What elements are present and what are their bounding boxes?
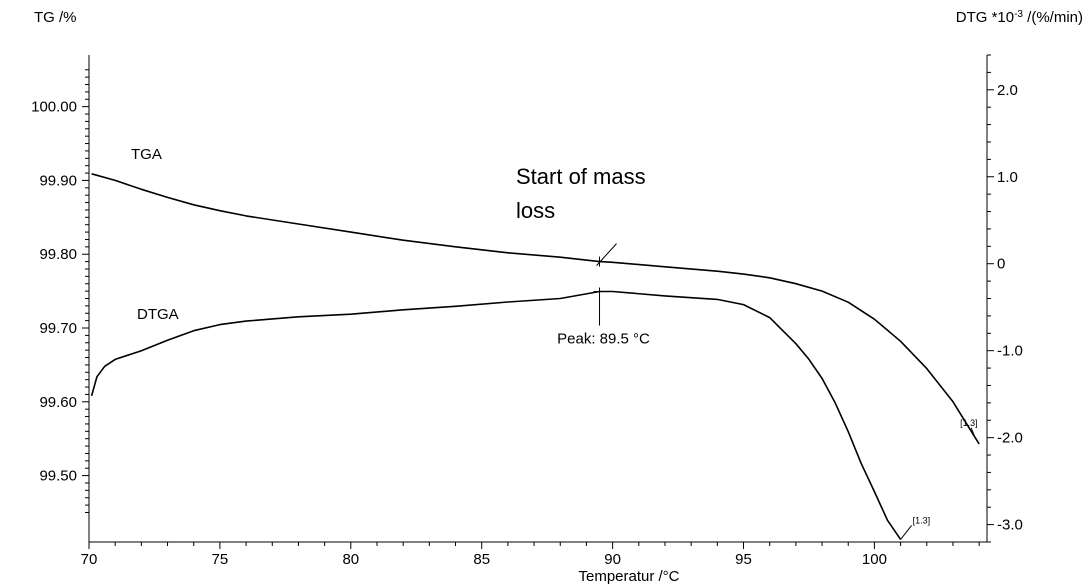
- x-tick-label: 95: [735, 551, 752, 568]
- dtga-end-label: [1.3]: [913, 515, 931, 525]
- y-right-tick-label: 0: [997, 256, 1005, 273]
- series-label-tga: TGA: [131, 146, 162, 163]
- y-axis-left-title: TG /%: [34, 9, 77, 26]
- annotations: TGA DTGA Start of mass loss Peak: 89.5 °C [1.…: [131, 146, 978, 540]
- x-tick-label: 70: [81, 551, 98, 568]
- ticks: 70 75 80 85 90 95 100 100.00 99.90 99.80 99.70 99.6…: [31, 54, 1023, 568]
- y-axis-right-title: DTG *10-3 /(%/min): [956, 9, 1083, 27]
- x-tick-label: 75: [212, 551, 229, 568]
- series-label-dtga: DTGA: [137, 306, 179, 323]
- tga-end-leader: [970, 427, 976, 439]
- y-right-tick-label: 2.0: [997, 82, 1018, 99]
- x-tick-label: 85: [473, 551, 490, 568]
- x-axis-title: Temperatur /°C: [578, 568, 679, 585]
- tga-end-label: [1.3]: [960, 418, 978, 428]
- y-left-tick-label: 99.70: [39, 320, 77, 337]
- series-layer: [90, 173, 980, 540]
- peak-label: Peak: 89.5 °C: [557, 331, 650, 348]
- y-right-tick-label: -1.0: [997, 343, 1023, 360]
- x-tick-label: 80: [342, 551, 359, 568]
- mass-loss-label-line1: Start of mass: [516, 164, 646, 189]
- mass-loss-label-line2: loss: [516, 198, 555, 223]
- x-tick-label: 100: [862, 551, 887, 568]
- x-tick-label: 90: [604, 551, 621, 568]
- y-left-tick-label: 99.80: [39, 246, 77, 263]
- y-left-tick-label: 99.90: [39, 172, 77, 189]
- y-left-tick-label: 99.60: [39, 394, 77, 411]
- series-line-dtga: [90, 290, 902, 540]
- y-right-title-unit: /(%/min): [1023, 9, 1083, 26]
- dtga-end-leader: [900, 525, 912, 540]
- y-right-tick-label: -2.0: [997, 430, 1023, 447]
- y-left-tick-label: 100.00: [31, 99, 77, 116]
- y-right-title-sup: -3: [1014, 9, 1023, 20]
- y-right-tick-label: 1.0: [997, 169, 1018, 186]
- y-right-tick-label: -3.0: [997, 517, 1023, 534]
- y-left-tick-label: 99.50: [39, 468, 77, 485]
- axes: [88, 55, 988, 543]
- y-right-title-main: DTG *10: [956, 9, 1014, 26]
